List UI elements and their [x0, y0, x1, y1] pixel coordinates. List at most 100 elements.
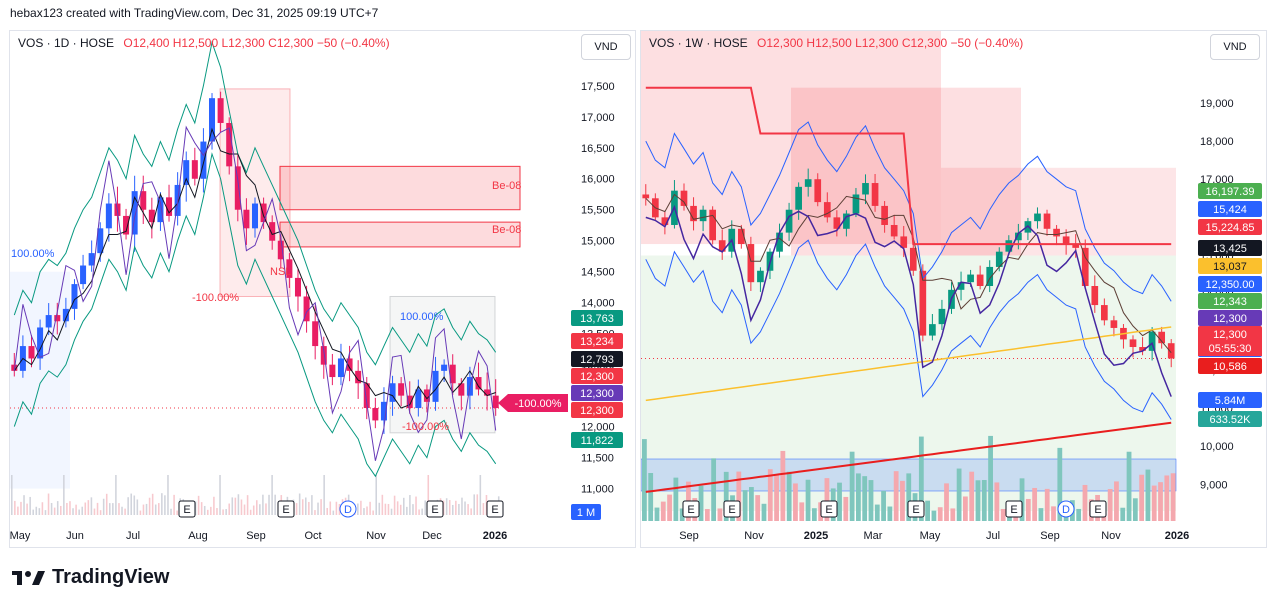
- candle-body: [1139, 347, 1146, 351]
- volume-bar: [252, 505, 255, 515]
- candle-body: [929, 324, 936, 336]
- volume-bar: [793, 483, 798, 521]
- bollinger-lower: [645, 239, 1172, 420]
- candle-body: [355, 370, 362, 384]
- volume-bar: [654, 507, 660, 521]
- volume-bar: [1114, 481, 1119, 521]
- volume-bar: [786, 471, 792, 521]
- volume-bar: [105, 493, 108, 515]
- candle-body: [795, 186, 802, 210]
- event-marker-label: E: [825, 504, 832, 516]
- weekly-chart-canvas[interactable]: 19,00018,00017,00015,00014,00013,00012,0…: [641, 31, 1267, 548]
- candle-body: [776, 232, 783, 252]
- x-tick-label: 2026: [483, 530, 507, 542]
- volume-bar: [219, 475, 221, 515]
- volume-bar: [704, 509, 710, 521]
- volume-bar: [723, 471, 729, 521]
- moving-average: [645, 193, 1172, 354]
- volume-bar: [378, 502, 381, 515]
- volume-bar: [213, 496, 215, 515]
- volume-bar: [197, 495, 200, 515]
- bollinger-upper: [645, 121, 1172, 302]
- candle-body: [346, 358, 353, 371]
- daily-chart-canvas[interactable]: 17,500 17,000 16,500 16,000 15,500 15,000 14,5…: [10, 31, 636, 548]
- candle-body: [492, 395, 499, 409]
- volume-bar: [84, 502, 87, 515]
- tradingview-logo[interactable]: TradingView: [12, 566, 169, 589]
- price-label: 13,425: [1213, 243, 1247, 255]
- volume-bar: [240, 499, 243, 515]
- y-tick-label: 9,000: [1200, 479, 1228, 491]
- candle-body: [406, 395, 413, 409]
- volume-bar: [243, 504, 246, 515]
- volume-bar: [50, 503, 53, 515]
- candle-body: [823, 202, 831, 218]
- event-marker: [339, 500, 357, 518]
- y-tick-label: 12,000: [581, 422, 615, 434]
- volume-bar: [1164, 475, 1170, 521]
- volume-bar: [363, 508, 365, 515]
- zone-label: Be-08: [492, 224, 521, 236]
- volume-bar: [648, 473, 654, 521]
- weekly-chart-panel[interactable]: 19,00018,00017,00015,00014,00013,00012,0…: [640, 30, 1267, 548]
- volume-bar: [268, 494, 270, 515]
- volume-bar: [357, 503, 359, 515]
- candle-body: [277, 240, 284, 260]
- volume-bar: [207, 509, 209, 515]
- moving-average-200: [645, 326, 1172, 402]
- y-tick-label: 10,000: [1200, 441, 1234, 453]
- x-tick-label: May: [920, 530, 941, 542]
- candle-body: [329, 364, 336, 378]
- x-tick-label: Sep: [1040, 530, 1060, 542]
- y-tick-label: 15,000: [581, 236, 615, 248]
- candle-body: [1101, 305, 1108, 321]
- price-label: 12,343: [1213, 296, 1247, 308]
- event-marker-label: D: [1062, 504, 1070, 516]
- candle-body: [269, 222, 276, 241]
- volume-bar: [442, 500, 445, 515]
- volume-bar: [256, 500, 258, 515]
- pointer-badge: -100.00%: [514, 398, 561, 410]
- event-marker: [486, 500, 504, 518]
- currency-button[interactable]: VND: [1210, 34, 1260, 60]
- volume-bar: [360, 500, 362, 515]
- price-label-bg: [571, 402, 623, 418]
- countdown-bg: [1198, 340, 1262, 356]
- candle-body: [1015, 232, 1022, 241]
- candle-body: [1053, 228, 1060, 237]
- volume-bar: [115, 475, 117, 515]
- candle-body: [909, 247, 917, 271]
- candle-body: [1158, 331, 1166, 344]
- volume-bar: [139, 510, 142, 515]
- volume-bar: [482, 503, 485, 515]
- zone-label: NSL: [270, 266, 291, 278]
- x-tick-label: 2025: [804, 530, 828, 542]
- price-label-bg: [571, 368, 623, 384]
- pct-annotation: -100.00%: [192, 292, 239, 304]
- candle-body: [690, 205, 697, 222]
- event-marker-label: E: [431, 504, 438, 516]
- volume-bar: [32, 509, 34, 515]
- volume-bar: [26, 503, 28, 515]
- price-label-bg: [571, 385, 623, 401]
- candle-body: [957, 282, 965, 290]
- currency-button[interactable]: VND: [581, 34, 631, 60]
- volume-bar: [262, 494, 264, 515]
- candle-body: [226, 122, 233, 167]
- volume-bar: [893, 471, 899, 521]
- candle-body: [37, 327, 44, 359]
- candle-body: [200, 141, 207, 179]
- daily-chart-panel[interactable]: 17,500 17,000 16,500 16,000 15,500 15,000 14,5…: [9, 30, 636, 548]
- candle-body: [484, 389, 491, 396]
- candle-body: [919, 270, 927, 336]
- volume-bar: [176, 510, 178, 515]
- candle-body: [661, 217, 669, 225]
- y-tick-label: 19,000: [1200, 98, 1234, 110]
- y-tick-label: 16,000: [581, 174, 615, 186]
- candle-body: [372, 408, 379, 421]
- volume-bar: [320, 499, 322, 515]
- range-box: [10, 271, 70, 489]
- candle-body: [45, 315, 52, 328]
- volume-bar: [145, 503, 148, 515]
- volume-bar: [975, 480, 981, 521]
